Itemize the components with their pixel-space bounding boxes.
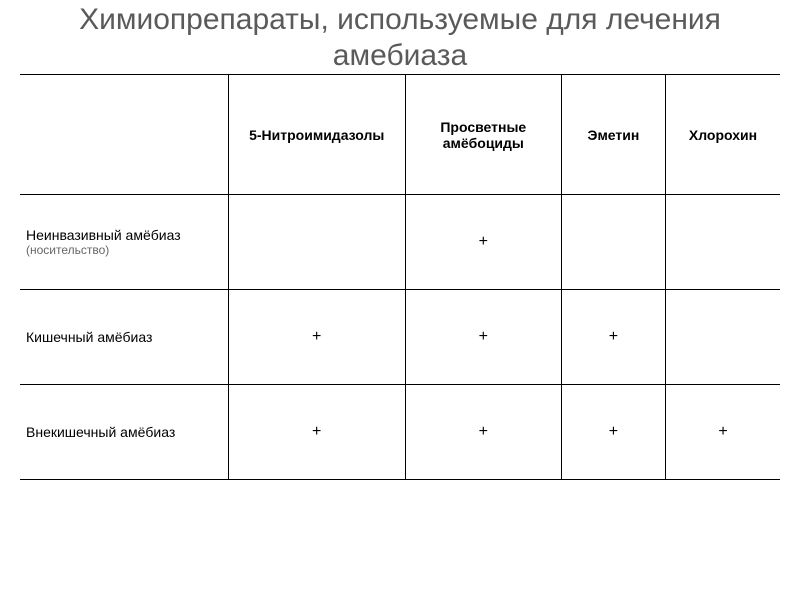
header-nitroimidazoles: 5-Нитроимидазолы	[228, 75, 405, 195]
cell: +	[665, 385, 780, 480]
cell	[665, 290, 780, 385]
table-row: Кишечный амёбиаз + + +	[20, 290, 780, 385]
row-label-main: Кишечный амёбиаз	[26, 329, 152, 345]
row-label: Кишечный амёбиаз	[20, 290, 228, 385]
cell: +	[228, 290, 405, 385]
cell	[665, 195, 780, 290]
cell: +	[228, 385, 405, 480]
header-luminal-amebicides: Просветные амёбоциды	[405, 75, 561, 195]
cell	[561, 195, 665, 290]
amebiasis-treatment-table: 5-Нитроимидазолы Просветные амёбоциды Эм…	[20, 74, 780, 480]
table-container: 5-Нитроимидазолы Просветные амёбоциды Эм…	[0, 74, 800, 480]
cell: +	[405, 290, 561, 385]
row-label: Неинвазивный амёбиаз (носительство)	[20, 195, 228, 290]
row-label: Внекишечный амёбиаз	[20, 385, 228, 480]
cell: +	[561, 385, 665, 480]
page-title: Химиопрепараты, используемые для лечения…	[0, 2, 800, 74]
table-row: Внекишечный амёбиаз + + + +	[20, 385, 780, 480]
row-label-sub: (носительство)	[26, 243, 220, 257]
cell	[228, 195, 405, 290]
cell: +	[405, 195, 561, 290]
header-chloroquine: Хлорохин	[665, 75, 780, 195]
row-label-main: Внекишечный амёбиаз	[26, 424, 175, 440]
cell: +	[405, 385, 561, 480]
header-emetine: Эметин	[561, 75, 665, 195]
table-header-row: 5-Нитроимидазолы Просветные амёбоциды Эм…	[20, 75, 780, 195]
row-label-main: Неинвазивный амёбиаз	[26, 227, 181, 243]
cell: +	[561, 290, 665, 385]
table-row: Неинвазивный амёбиаз (носительство) +	[20, 195, 780, 290]
header-empty	[20, 75, 228, 195]
